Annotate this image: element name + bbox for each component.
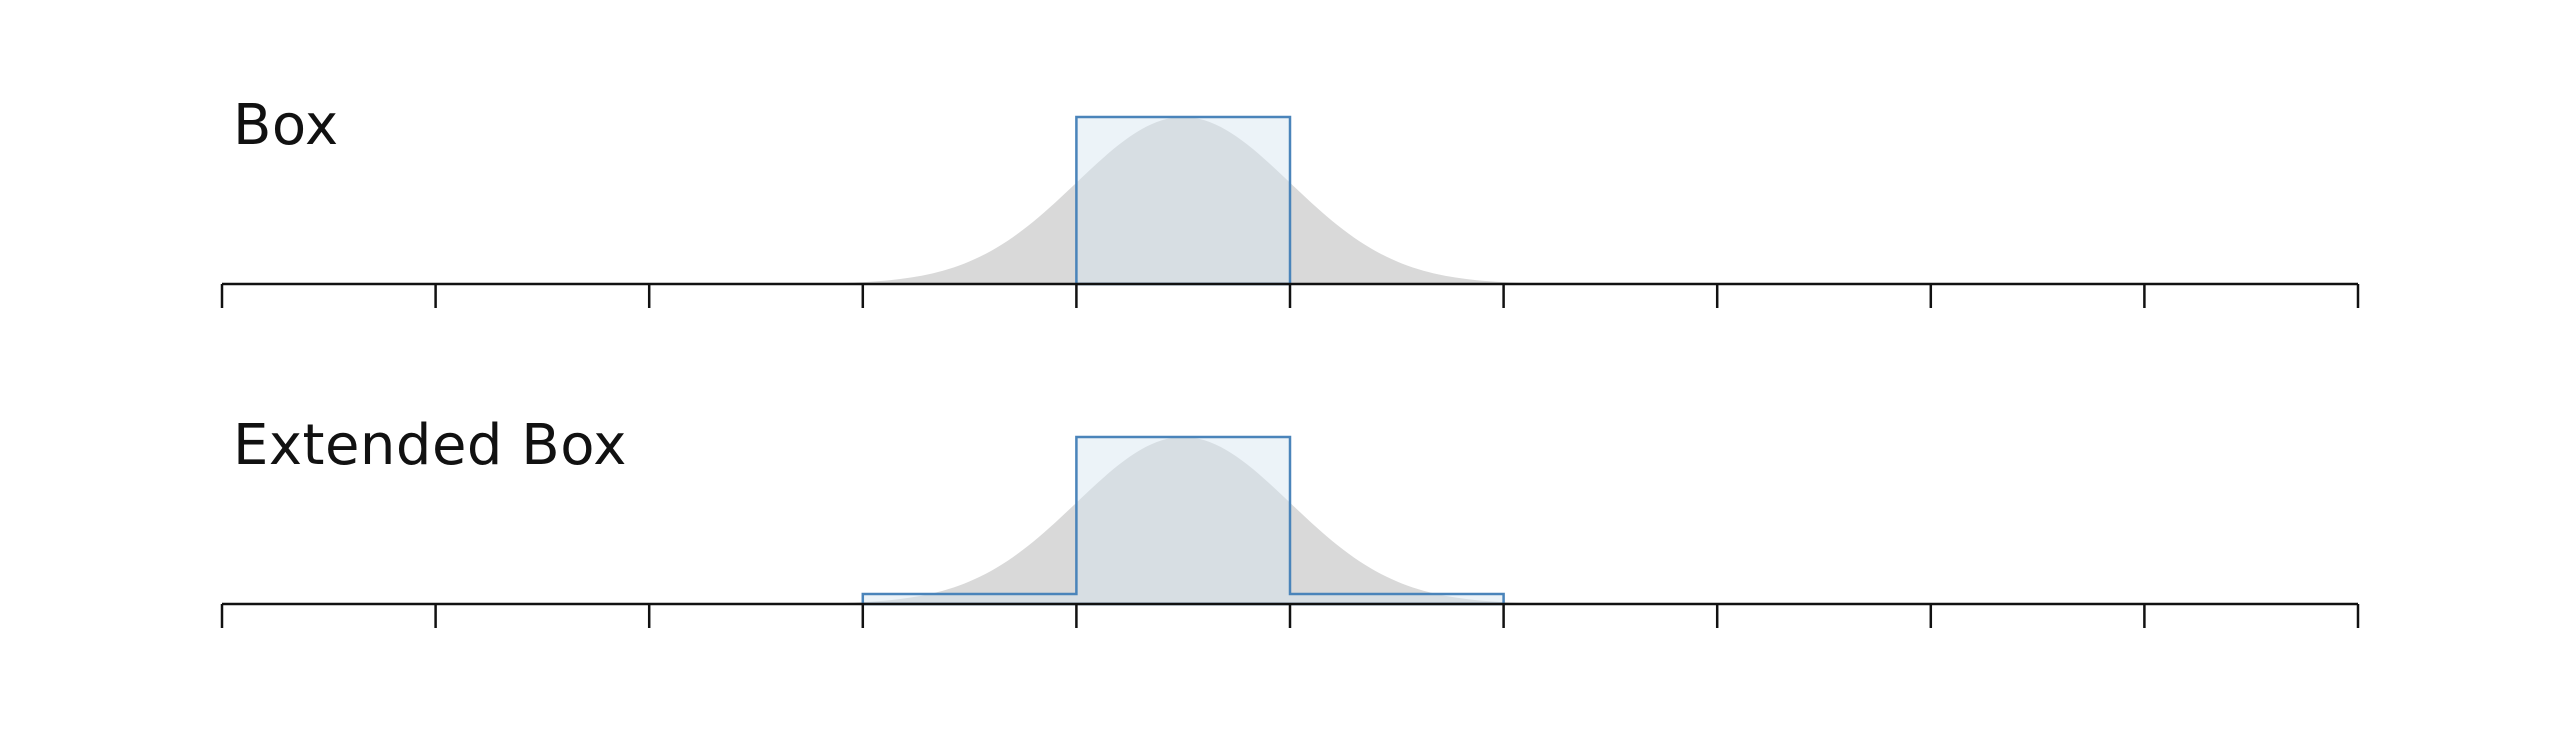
box-panel — [220, 115, 2360, 308]
box-title: Box — [233, 93, 339, 158]
extended-box-kernel — [861, 435, 1505, 606]
gaussian-curve — [756, 117, 1611, 284]
gaussian-curve — [756, 437, 1611, 604]
extended-box-title: Extended Box — [233, 413, 627, 478]
box-kernel — [1075, 115, 1292, 286]
extended-box-panel — [220, 435, 2360, 628]
